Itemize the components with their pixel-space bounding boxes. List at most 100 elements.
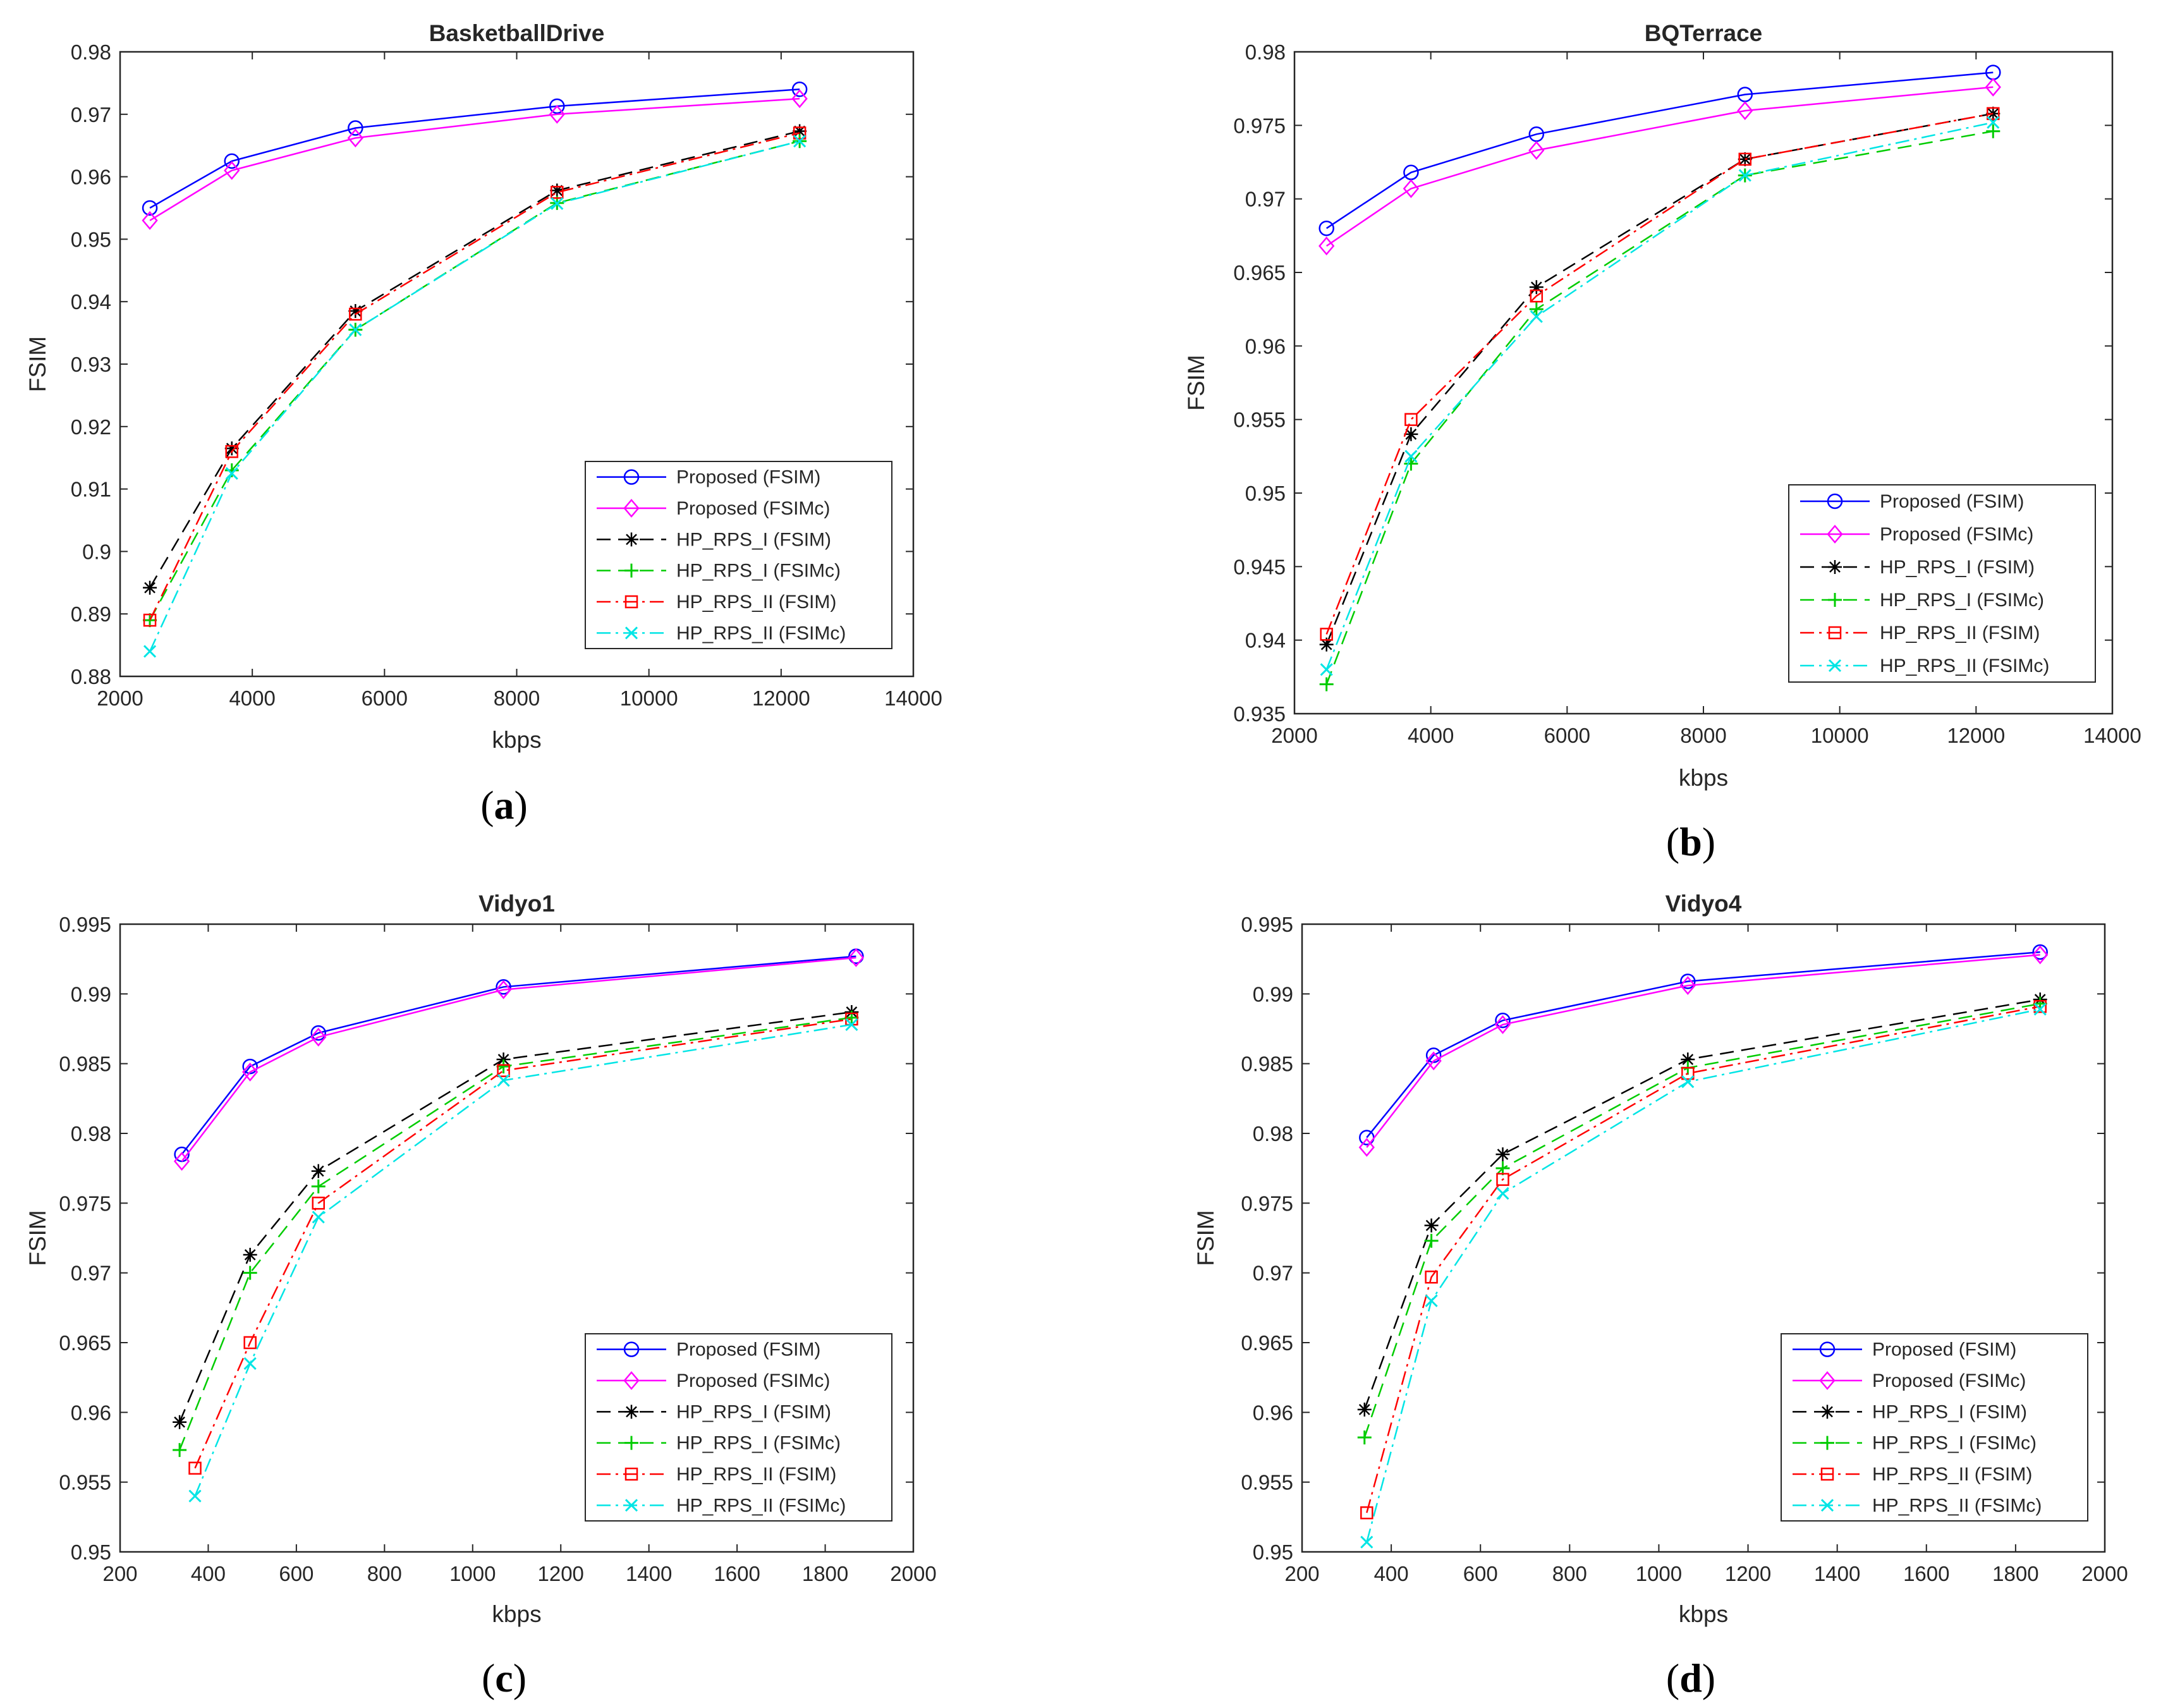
data-point	[312, 1197, 325, 1210]
data-point	[793, 124, 807, 138]
data-point	[497, 1074, 510, 1087]
data-point	[1319, 637, 1334, 652]
data-point	[496, 1059, 511, 1074]
legend-marker	[624, 1499, 638, 1512]
data-point	[349, 307, 362, 321]
y-tick-label: 0.985	[1241, 1052, 1293, 1076]
y-tick-label: 0.95	[71, 1540, 111, 1564]
data-point	[791, 89, 808, 109]
legend-marker	[1820, 1436, 1834, 1450]
y-tick-label: 0.965	[59, 1331, 111, 1355]
legend-label: Proposed (FSIM)	[1872, 1339, 2016, 1360]
legend-label: HP_RPS_II (FSIM)	[1872, 1464, 2032, 1485]
y-tick-label: 0.96	[1253, 1401, 1293, 1424]
legend-box	[1788, 484, 2096, 683]
data-point	[496, 1052, 511, 1067]
legend-label: HP_RPS_II (FSIMc)	[1880, 656, 2049, 676]
legend: Proposed (FSIM) Proposed (FSIMc) HP_RPS_I …	[585, 1333, 892, 1522]
series-hp-rps-ii-fsim	[1360, 999, 2047, 1520]
data-point	[1404, 427, 1418, 441]
data-point	[243, 1247, 257, 1262]
legend-marker	[624, 1405, 638, 1419]
legend-marker	[624, 1436, 638, 1450]
axes-box	[119, 51, 915, 678]
data-point	[225, 445, 238, 458]
legend-marker	[1828, 560, 1842, 574]
x-tick-label: 1200	[538, 1562, 584, 1585]
legend-label: HP_RPS_II (FSIMc)	[676, 623, 846, 644]
y-tick-label: 0.91	[71, 478, 111, 501]
series-line	[1326, 71, 1994, 229]
data-point	[848, 948, 864, 967]
data-point	[1680, 973, 1696, 989]
x-tick-label: 12000	[752, 686, 810, 710]
legend-marker	[623, 1341, 640, 1357]
data-point	[1737, 101, 1753, 121]
data-point	[1425, 1271, 1438, 1284]
y-axis-label: FSIM	[25, 1210, 51, 1266]
series-line	[149, 97, 800, 221]
data-point	[1496, 1173, 1509, 1186]
data-point	[1360, 1506, 1373, 1520]
legend-label: HP_RPS_I (FSIM)	[1880, 557, 2035, 578]
x-tick-label: 1400	[626, 1562, 672, 1585]
x-axis-label: kbps	[492, 1601, 541, 1627]
data-point	[173, 1415, 187, 1429]
y-tick-label: 0.97	[1245, 188, 1286, 211]
y-axis-label: FSIM	[1193, 1210, 1219, 1266]
legend-label: HP_RPS_I (FSIMc)	[1872, 1433, 2037, 1454]
x-tick-label: 4000	[229, 686, 275, 710]
data-point	[1404, 413, 1418, 426]
y-tick-label: 0.95	[1253, 1540, 1293, 1564]
y-tick-label: 0.88	[71, 665, 111, 688]
y-tick-label: 0.995	[59, 913, 111, 936]
data-point	[549, 104, 565, 124]
data-point	[142, 200, 158, 216]
legend-label: HP_RPS_II (FSIMc)	[1872, 1495, 2042, 1516]
data-point	[143, 613, 157, 627]
data-point	[348, 304, 363, 319]
y-tick-label: 0.98	[1245, 40, 1286, 64]
data-point	[1496, 1186, 1509, 1200]
axes-box	[1293, 51, 2114, 715]
y-tick-label: 0.96	[1245, 334, 1286, 358]
legend: Proposed (FSIM) Proposed (FSIMc) HP_RPS_I …	[1781, 1333, 2088, 1522]
series-line	[1325, 121, 1994, 670]
x-tick-label: 14000	[884, 686, 942, 710]
series-proposed-fsimc	[173, 948, 864, 1171]
legend-marker	[1828, 626, 1842, 640]
legend: Proposed (FSIM) Proposed (FSIMc) HP_RPS_I …	[585, 461, 892, 649]
legend-label: HP_RPS_I (FSIMc)	[676, 561, 841, 582]
y-tick-label: 0.97	[71, 1262, 111, 1285]
panel-caption: (d)	[1666, 1656, 1715, 1700]
series-hp-rps-ii-fsim	[188, 1012, 858, 1475]
legend-label: Proposed (FSIMc)	[1872, 1370, 2026, 1391]
legend-label: HP_RPS_II (FSIM)	[1880, 623, 2040, 644]
x-tick-label: 800	[367, 1562, 402, 1585]
data-point	[225, 467, 238, 480]
panel-caption: (b)	[1666, 819, 1715, 864]
x-tick-label: 14000	[2083, 724, 2141, 747]
data-point	[1529, 280, 1544, 295]
x-tick-label: 2000	[1271, 724, 1317, 747]
data-point	[2032, 944, 2048, 960]
legend-marker	[1820, 1405, 1834, 1419]
panel-c: Vidyo1 200 400 600 800 1000 1200 1400 1600 1800 20…	[25, 891, 937, 1700]
x-tick-label: 4000	[1408, 724, 1454, 747]
legend-marker	[1819, 1371, 1836, 1390]
chart-title: BQTerrace	[1645, 20, 1762, 46]
x-tick-label: 2000	[2081, 1562, 2128, 1585]
data-point	[550, 183, 564, 198]
y-tick-label: 0.965	[1241, 1331, 1293, 1355]
y-tick-label: 0.995	[1241, 913, 1293, 936]
data-point	[497, 1064, 510, 1077]
x-tick-label: 1000	[449, 1562, 496, 1585]
data-point	[242, 1058, 258, 1075]
data-point	[1358, 1138, 1375, 1157]
legend-marker	[624, 626, 638, 640]
x-tick-label: 1000	[1636, 1562, 1682, 1585]
y-tick-label: 0.94	[71, 290, 111, 314]
data-point	[188, 1461, 202, 1475]
data-point	[549, 98, 565, 114]
